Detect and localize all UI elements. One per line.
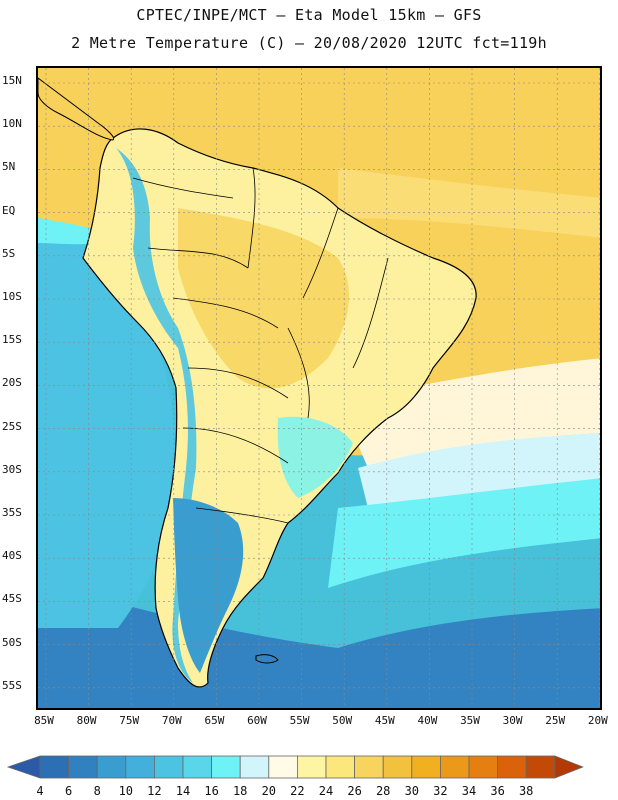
colorbar-tick-label: 24 xyxy=(318,784,334,798)
interior-warm-patch xyxy=(178,208,349,389)
colorbar-tick-label: 34 xyxy=(461,784,477,798)
colorbar-segment xyxy=(411,755,441,779)
falklands-island xyxy=(255,654,279,664)
temperature-colorbar xyxy=(6,755,584,779)
lat-label: 30S xyxy=(2,462,22,476)
colorbar-segment xyxy=(68,755,98,779)
colorbar-tick-label: 10 xyxy=(118,784,134,798)
lon-label: 20W xyxy=(587,714,608,727)
colorbar-tick-label: 4 xyxy=(36,784,44,798)
colorbar-segment xyxy=(325,755,356,779)
lat-label: EQ xyxy=(2,203,16,217)
chart-title-line2: 2 Metre Temperature (C) – 20/08/2020 12U… xyxy=(71,34,547,52)
colorbar-left-arrow xyxy=(6,755,41,779)
colorbar-segment xyxy=(39,755,70,779)
lon-label: 65W xyxy=(204,714,225,727)
colorbar-tick-label: 26 xyxy=(347,784,362,798)
patagonia-blue xyxy=(173,498,244,673)
lon-label: 55W xyxy=(289,714,310,727)
colorbar-segment xyxy=(497,755,527,779)
lat-label: 5N xyxy=(2,160,16,174)
lon-label: 85W xyxy=(34,714,54,727)
colorbar-segment xyxy=(525,755,556,779)
colorbar-tick-label: 38 xyxy=(518,784,534,798)
lon-label: 70W xyxy=(161,714,182,727)
lat-label: 10S xyxy=(2,290,22,303)
warm-north-band-light xyxy=(338,168,600,238)
colorbar-segment xyxy=(354,755,384,779)
mid-ocean-band xyxy=(328,538,600,648)
lon-label: 30W xyxy=(502,714,523,727)
colorbar-tick-label: 8 xyxy=(93,784,101,798)
colorbar-segment xyxy=(439,755,470,779)
map-panel xyxy=(36,66,602,710)
lat-label: 50S xyxy=(2,635,22,649)
pale-cyan-band xyxy=(358,433,600,508)
cyan-band xyxy=(328,478,600,588)
lat-label: 45S xyxy=(2,592,22,606)
lon-label: 45W xyxy=(374,714,395,727)
lon-label: 75W xyxy=(119,714,140,727)
colorbar-tick-label: 14 xyxy=(175,784,191,798)
lon-label: 40W xyxy=(417,714,438,727)
colorbar-tick-label: 12 xyxy=(147,784,162,798)
cream-band xyxy=(338,358,600,468)
colorbar-segment xyxy=(96,755,127,779)
central-america-land xyxy=(38,77,115,141)
colorbar-right-arrow xyxy=(554,755,584,779)
lat-label: 25S xyxy=(2,419,22,433)
deep-south-ocean xyxy=(38,588,600,708)
chart-title-line1: CPTEC/INPE/MCT – Eta Model 15km – GFS xyxy=(136,6,482,24)
southern-brazil-cool xyxy=(277,416,353,498)
lat-label: 15S xyxy=(2,333,22,347)
colorbar-tick-label: 20 xyxy=(261,784,277,798)
colorbar-segment xyxy=(468,755,499,779)
colorbar-tick-label: 6 xyxy=(64,784,73,798)
lon-label: 50W xyxy=(332,714,353,727)
colorbar-segment xyxy=(211,755,241,779)
colorbar-tick-label: 28 xyxy=(375,784,391,798)
temperature-map xyxy=(38,68,600,708)
colorbar-tick-label: 16 xyxy=(204,784,219,798)
lat-lon-grid xyxy=(38,68,600,708)
lat-label: 55S xyxy=(2,678,22,692)
lat-label: 40S xyxy=(2,549,22,563)
country-borders xyxy=(132,167,389,524)
lat-label: 10N xyxy=(2,117,22,131)
colorbar-segment xyxy=(382,755,413,779)
colorbar-segment xyxy=(182,755,213,779)
colorbar-tick-label: 22 xyxy=(290,784,305,798)
lon-label: 80W xyxy=(76,714,97,727)
lon-label: 60W xyxy=(247,714,267,727)
colorbar-segment xyxy=(125,755,155,779)
colorbar-tick-label: 32 xyxy=(433,784,448,798)
lat-label: 35S xyxy=(2,506,22,519)
colorbar-segment xyxy=(268,755,298,779)
lat-label: 20S xyxy=(2,376,22,390)
lon-label: 25W xyxy=(545,714,566,727)
colorbar-tick-label: 18 xyxy=(232,784,248,798)
lat-label: 5S xyxy=(2,246,16,260)
colorbar-tick-label: 30 xyxy=(404,784,420,798)
lat-label: 15N xyxy=(2,74,22,87)
colorbar-tick-label: 36 xyxy=(490,784,505,798)
colorbar-segment xyxy=(296,755,327,779)
colorbar-segment xyxy=(239,755,270,779)
colorbar-segment xyxy=(153,755,184,779)
lon-label: 35W xyxy=(460,714,480,727)
